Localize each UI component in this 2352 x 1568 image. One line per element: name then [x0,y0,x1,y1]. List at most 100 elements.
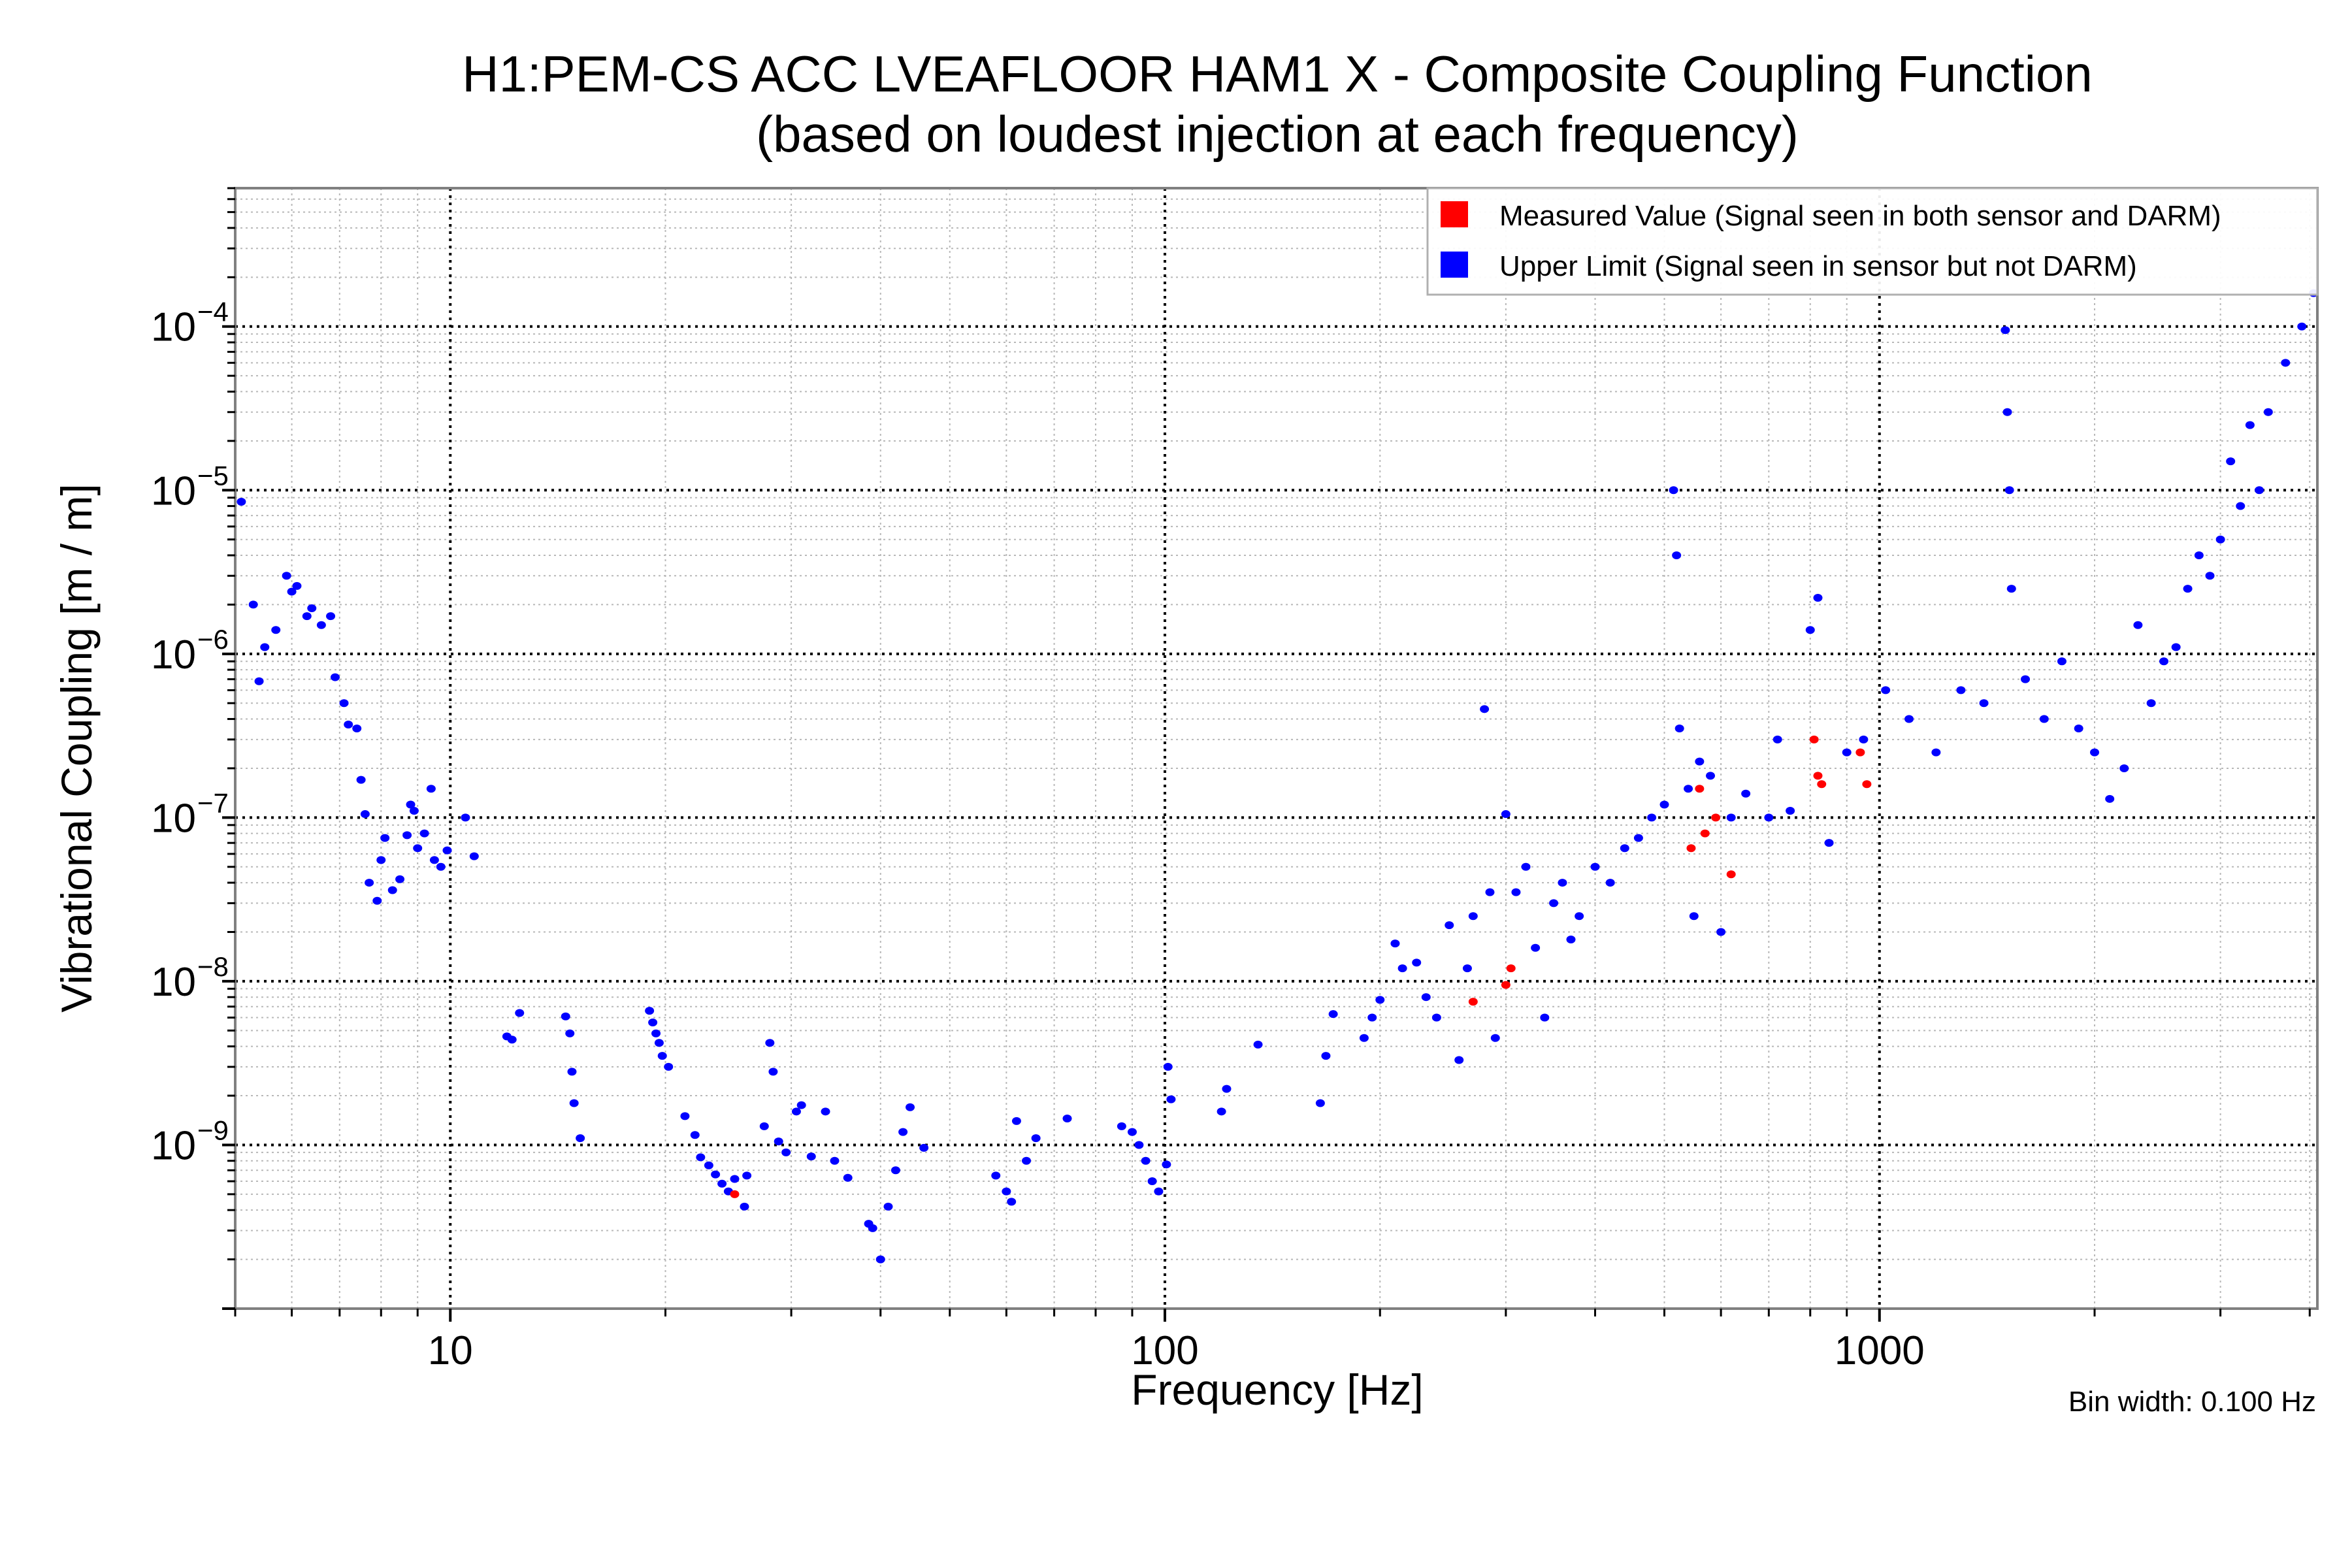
axis-ticks [222,187,2311,1322]
upper-limit-point [1558,879,1567,887]
upper-limit-point [1521,862,1531,871]
measured-value-point [1700,829,1710,838]
upper-limit-point [339,699,349,708]
upper-limit-point [1531,943,1541,952]
upper-limit-point [356,776,366,784]
upper-limit-point [1321,1052,1331,1060]
y-tick-base: 10 [151,468,196,514]
upper-limit-point [991,1171,1001,1180]
upper-limit-point [380,834,390,842]
y-axis-label: Vibrational Coupling [m / m] [52,483,101,1013]
upper-limit-point [330,673,340,681]
upper-limit-point [830,1156,840,1165]
upper-limit-point [1716,928,1726,936]
upper-limit-point [1726,813,1736,822]
upper-limit-point [1468,912,1478,921]
y-tick-exponent: −4 [197,297,229,327]
y-tick-exponent: −7 [197,787,229,818]
upper-limit-point [2236,502,2246,510]
x-axis-label: Frequency [Hz] [1131,1365,1424,1414]
upper-limit-point [690,1131,700,1139]
upper-limit-point [1566,935,1576,943]
upper-limit-point [1375,996,1385,1004]
data-points [237,289,2319,1264]
upper-limit-point [302,612,312,621]
upper-limit-point [1689,912,1699,921]
upper-limit-point [1445,921,1454,930]
upper-limit-point [292,581,302,590]
upper-limit-point [2263,408,2273,416]
upper-limit-point [1647,813,1657,822]
upper-limit-point [2159,657,2169,666]
upper-limit-point [1390,939,1400,948]
upper-limit-point [883,1202,893,1211]
upper-limit-point [1397,964,1407,973]
upper-limit-point [2057,657,2066,666]
upper-limit-point [1222,1085,1232,1093]
upper-limit-point [1127,1128,1137,1136]
upper-limit-point [906,1103,915,1111]
upper-limit-point [1462,964,1472,973]
upper-limit-point [2215,535,2225,544]
upper-limit-point [567,1068,577,1076]
measured-value-point [1726,870,1736,879]
measured-value-point [1711,813,1721,822]
upper-limit-point [1672,551,1682,559]
upper-limit-point [429,856,439,864]
upper-limit-point [1062,1115,1072,1123]
upper-limit-point [1454,1056,1464,1064]
upper-limit-point [2194,551,2204,559]
measured-value-point [1809,735,1819,743]
legend-swatch-measured [1441,201,1468,227]
upper-limit-point [1786,806,1795,815]
y-tick-label: 10 −8 [151,951,229,1005]
y-tick-label: 10 −9 [151,1115,229,1168]
upper-limit-point [680,1112,690,1120]
upper-limit-point [1764,813,1774,822]
measured-value-point [1468,998,1478,1006]
y-tick-exponent: −5 [197,460,229,491]
upper-limit-point [576,1134,585,1143]
upper-limit-point [352,725,362,733]
y-tick-label: 10 −7 [151,787,229,841]
upper-limit-point [806,1152,816,1161]
upper-limit-point [796,1101,806,1109]
upper-limit-point [1805,626,1815,634]
upper-limit-point [1956,686,1966,694]
upper-limit-point [442,846,452,855]
y-tick-label: 10 −4 [151,297,229,350]
upper-limit-point [565,1029,575,1037]
upper-limit-point [372,896,382,905]
upper-limit-point [1315,1099,1325,1107]
upper-limit-point [730,1175,740,1183]
upper-limit-point [395,875,405,883]
legend-label-measured: Measured Value (Signal seen in both sens… [1499,200,2221,232]
upper-limit-point [2297,322,2307,331]
upper-limit-point [1684,785,1693,793]
upper-limit-point [1328,1010,1338,1019]
upper-limit-point [426,785,436,793]
upper-limit-point [898,1128,908,1136]
upper-limit-point [1979,699,1989,708]
upper-limit-point [2119,764,2129,772]
upper-limit-point [409,806,419,815]
upper-limit-point [696,1153,706,1162]
upper-limit-point [282,572,291,580]
upper-limit-point [254,677,264,685]
x-tick-label: 100 [1131,1328,1198,1373]
measured-value-point [1855,748,1865,757]
upper-limit-point [1141,1156,1151,1165]
upper-limit-point [645,1007,655,1015]
measured-value-point [1506,964,1516,973]
upper-limit-point [376,856,386,864]
upper-limit-point [406,800,416,809]
upper-limit-point [2245,421,2255,429]
upper-limit-point [2281,359,2291,367]
upper-limit-point [717,1179,727,1188]
upper-limit-point [821,1107,830,1116]
upper-limit-point [365,879,374,887]
upper-limit-point [326,612,336,621]
upper-limit-point [1706,772,1716,780]
y-tick-base: 10 [151,632,196,678]
upper-limit-point [1842,748,1852,757]
